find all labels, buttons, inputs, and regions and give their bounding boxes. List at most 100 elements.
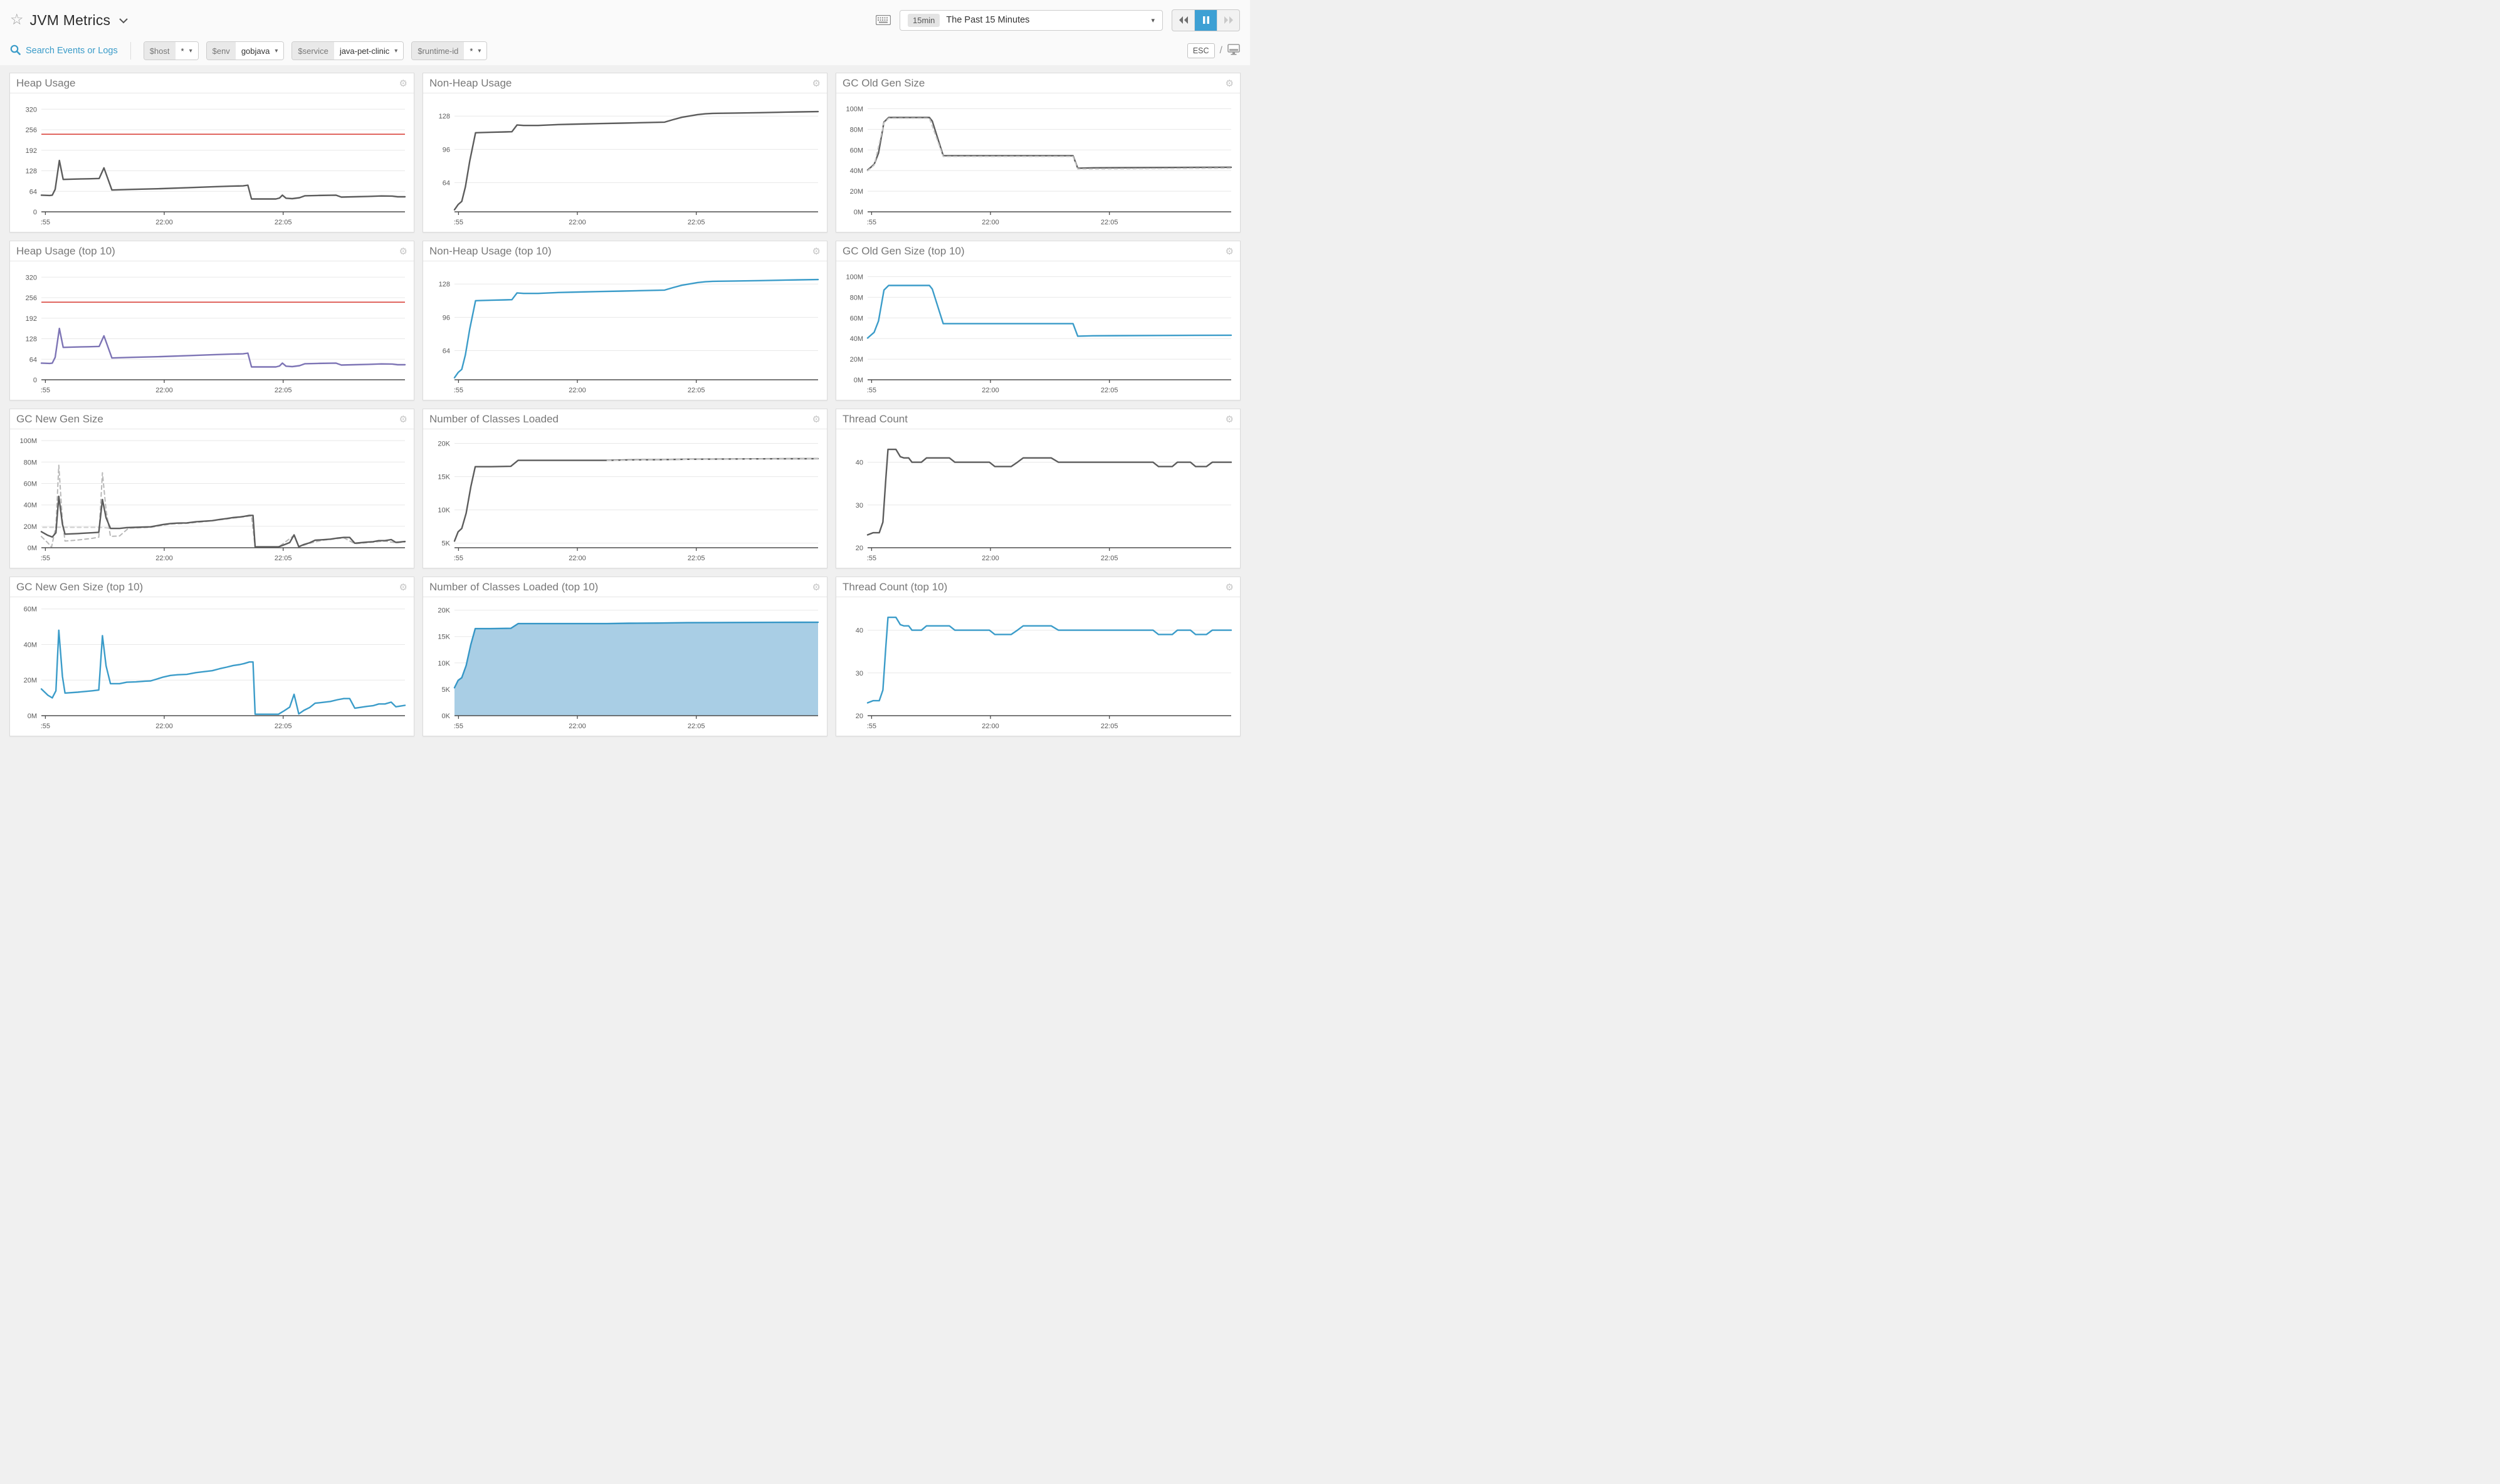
svg-text:60M: 60M [850,147,863,154]
svg-text:5K: 5K [442,540,451,548]
svg-text:64: 64 [29,356,37,363]
filters-group: Search Events or Logs $host * ▾ $env gobj… [10,41,488,60]
gear-icon[interactable]: ⚙ [812,582,821,593]
favorite-star-icon[interactable]: ☆ [10,11,24,28]
svg-text:22:05: 22:05 [1101,723,1118,730]
svg-text:0M: 0M [854,377,863,384]
timeseries-chart[interactable]: 0 64 128 192 256 320:55 22:00 22:05 [10,93,414,232]
gear-icon[interactable]: ⚙ [399,582,407,593]
template-var-value: * [181,46,184,56]
panel-gc-old-gen-size: GC Old Gen Size ⚙ 0M 20M 40M 60M 80M 100M:55 22… [836,73,1241,233]
timeseries-chart[interactable]: 0K 5K 10K 15K 20K:55 22:00 22:05 [423,597,827,736]
timeseries-chart[interactable]: 0M 20M 40M 60M 80M 100M:55 22:00 22:05 [836,261,1240,400]
fullscreen-monitor-icon[interactable] [1227,43,1240,58]
gear-icon[interactable]: ⚙ [812,78,821,89]
gear-icon[interactable]: ⚙ [1225,246,1234,257]
chart-canvas: 64 96 128:55 22:00 22:05 [439,110,819,226]
time-range-badge: 15min [908,13,940,27]
timeseries-chart[interactable]: 0M 20M 40M 60M:55 22:00 22:05 [10,597,414,736]
svg-text:80M: 80M [850,126,863,133]
panel-title: GC Old Gen Size [843,77,925,89]
svg-text:20M: 20M [850,188,863,196]
svg-text:0M: 0M [28,545,37,552]
pause-button[interactable] [1195,9,1217,31]
svg-text:256: 256 [26,127,37,134]
timeseries-chart[interactable]: 0M 20M 40M 60M 80M 100M:55 22:00 22:05 [10,429,414,568]
template-var-env[interactable]: $env gobjava ▾ [206,41,285,60]
svg-text:100M: 100M [19,437,37,445]
svg-text::55: :55 [41,387,50,394]
search-events-link[interactable]: Search Events or Logs [10,44,118,58]
timeseries-chart[interactable]: 64 96 128:55 22:00 22:05 [423,93,827,232]
time-range-select[interactable]: 15min The Past 15 Minutes ▾ [900,9,1163,31]
gear-icon[interactable]: ⚙ [1225,78,1234,89]
svg-text:15K: 15K [438,634,450,641]
svg-text:0: 0 [33,209,37,216]
template-var-host[interactable]: $host * ▾ [143,41,199,60]
page-title: JVM Metrics [29,11,111,28]
chart-canvas: 0 64 128 192 256 320:55 22:00 22:05 [26,274,406,394]
svg-text:22:00: 22:00 [569,219,586,226]
chart-canvas: 0 64 128 192 256 320:55 22:00 22:05 [26,106,406,226]
svg-text:192: 192 [26,315,37,323]
rewind-button[interactable] [1172,9,1195,31]
timeseries-chart[interactable]: 5K 10K 15K 20K:55 22:00 22:05 [423,429,827,568]
svg-text::55: :55 [41,555,50,562]
panel-title: GC New Gen Size (top 10) [16,581,144,593]
gear-icon[interactable]: ⚙ [1225,414,1234,425]
panel-non-heap-usage: Non-Heap Usage ⚙ 64 96 128:55 22:00 22:05 [423,73,827,233]
svg-text:22:05: 22:05 [275,555,292,562]
template-var-service[interactable]: $service java-pet-clinic ▾ [291,41,404,60]
chevron-down-icon: ▾ [189,47,192,55]
panel-title: Non-Heap Usage [429,77,512,89]
svg-text:0M: 0M [854,209,863,216]
svg-text:22:00: 22:00 [982,219,999,226]
slash-separator: / [1219,45,1222,56]
gear-icon[interactable]: ⚙ [812,414,821,425]
gear-icon[interactable]: ⚙ [399,78,407,89]
panel-non-heap-usage-top10: Non-Heap Usage (top 10) ⚙ 64 96 128:55 22:00… [423,241,827,400]
chart-canvas: 0M 20M 40M 60M:55 22:00 22:05 [24,606,406,730]
template-var-value: java-pet-clinic [339,46,390,56]
svg-text:30: 30 [856,502,863,509]
svg-text::55: :55 [867,723,876,730]
template-var-runtime-id[interactable]: $runtime-id * ▾ [411,41,488,60]
time-range-caret-icon: ▾ [1151,16,1155,24]
svg-text:22:05: 22:05 [275,723,292,730]
svg-text:22:05: 22:05 [275,219,292,226]
svg-text:64: 64 [29,188,37,196]
timebar-group: 15min The Past 15 Minutes ▾ [876,9,1240,31]
timeseries-chart[interactable]: 20 30 40:55 22:00 22:05 [836,597,1240,736]
svg-text:20: 20 [856,713,863,720]
gear-icon[interactable]: ⚙ [812,246,821,257]
svg-text:22:00: 22:00 [982,723,999,730]
svg-text:22:00: 22:00 [155,723,173,730]
timeseries-chart[interactable]: 20 30 40:55 22:00 22:05 [836,429,1240,568]
panel-title: Heap Usage [16,77,76,89]
gear-icon[interactable]: ⚙ [399,414,407,425]
chevron-down-icon: ▾ [478,47,481,55]
svg-text:128: 128 [26,336,37,343]
svg-text:20M: 20M [850,356,863,363]
panel-title: Thread Count [843,413,908,425]
time-range-label: The Past 15 Minutes [946,15,1030,25]
keyboard-icon[interactable] [876,15,891,25]
panel-title: GC Old Gen Size (top 10) [843,245,965,257]
panel-title: Non-Heap Usage (top 10) [429,245,552,257]
fast-forward-button[interactable] [1217,10,1239,31]
title-chevron-down-icon[interactable] [119,16,128,27]
svg-text:0M: 0M [28,713,37,720]
svg-text:40M: 40M [24,642,37,649]
gear-icon[interactable]: ⚙ [399,246,407,257]
panel-title: Number of Classes Loaded (top 10) [429,581,599,593]
timeseries-chart[interactable]: 0M 20M 40M 60M 80M 100M:55 22:00 22:05 [836,93,1240,232]
svg-text:30: 30 [856,670,863,677]
esc-button[interactable]: ESC [1187,43,1215,58]
svg-text:22:05: 22:05 [688,555,705,562]
svg-text::55: :55 [867,219,876,226]
timeseries-chart[interactable]: 64 96 128:55 22:00 22:05 [423,261,827,400]
svg-text:20K: 20K [438,607,450,615]
svg-text:128: 128 [26,168,37,175]
gear-icon[interactable]: ⚙ [1225,582,1234,593]
timeseries-chart[interactable]: 0 64 128 192 256 320:55 22:00 22:05 [10,261,414,400]
